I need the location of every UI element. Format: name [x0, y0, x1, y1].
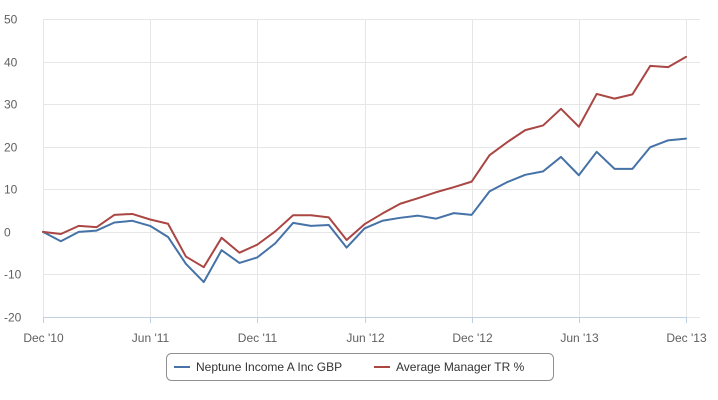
y-tick-label: 0 — [4, 226, 11, 240]
y-tick-label: 30 — [4, 98, 18, 112]
y-tick-label: 40 — [4, 56, 18, 70]
y-tick-label: 20 — [4, 141, 18, 155]
x-tick-label: Dec '10 — [23, 331, 64, 345]
series-line-1 — [42, 137, 687, 284]
x-tick-label: Jun '13 — [560, 331, 599, 345]
legend-box — [166, 353, 554, 381]
x-tick-label: Dec '11 — [238, 331, 278, 345]
legend-label-2: Average Manager TR % — [396, 360, 525, 374]
y-tick-label: 10 — [4, 183, 18, 197]
x-tick-label: Dec '12 — [452, 331, 493, 345]
x-tick-label: Jun '11 — [132, 331, 170, 345]
x-tick-label: Jun '12 — [346, 331, 385, 345]
y-tick-label: -10 — [4, 268, 22, 282]
y-tick-label: 50 — [4, 13, 18, 27]
series-line-2 — [42, 55, 687, 269]
y-tick-label: -20 — [4, 311, 22, 325]
x-tick-label: Dec '13 — [666, 331, 707, 345]
legend-label-1: Neptune Income A Inc GBP — [196, 360, 342, 374]
